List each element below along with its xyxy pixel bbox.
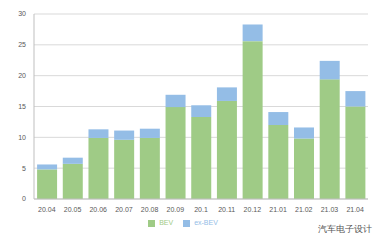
html-text:BEV: BEV [159,219,174,226]
svg-text:20.09: 20.09 [167,206,185,213]
svg-text:30: 30 [18,10,26,17]
svg-text:21.04: 21.04 [346,206,364,213]
svg-text:20.06: 20.06 [89,206,107,213]
html-text:ex-BEV: ex-BEV [194,219,218,226]
svg-text:15: 15 [18,103,26,110]
svg-text:20.1: 20.1 [194,206,208,213]
svg-text:10: 10 [18,134,26,141]
svg-text:20.08: 20.08 [141,206,159,213]
svg-text:20.11: 20.11 [218,206,235,213]
html-text:汽车电子设计: 汽车电子设计 [318,224,372,234]
svg-text:5: 5 [22,165,26,172]
svg-text:21.03: 21.03 [321,206,339,213]
svg-text:20: 20 [18,72,26,79]
svg-text:20.07: 20.07 [115,206,133,213]
svg-text:25: 25 [18,41,26,48]
svg-text:0: 0 [22,195,26,202]
svg-text:21.01: 21.01 [269,206,287,213]
svg-text:20.04: 20.04 [38,206,56,213]
svg-text:20.12: 20.12 [244,206,262,213]
svg-text:21.02: 21.02 [295,206,313,213]
svg-text:20.05: 20.05 [64,206,82,213]
